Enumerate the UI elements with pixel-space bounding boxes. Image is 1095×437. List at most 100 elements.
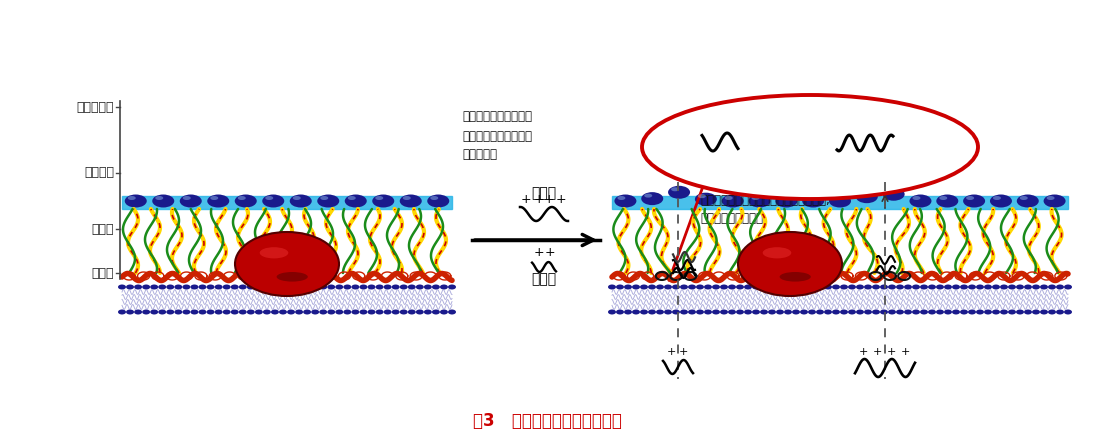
Ellipse shape — [1064, 309, 1072, 315]
Ellipse shape — [776, 309, 784, 315]
Ellipse shape — [424, 284, 431, 289]
Text: +: + — [544, 246, 555, 259]
Ellipse shape — [183, 284, 191, 289]
Ellipse shape — [440, 284, 448, 289]
Ellipse shape — [784, 309, 792, 315]
Ellipse shape — [292, 196, 301, 200]
Ellipse shape — [803, 194, 825, 208]
Text: +: + — [667, 347, 676, 357]
Ellipse shape — [993, 196, 1001, 200]
Ellipse shape — [832, 284, 840, 289]
Ellipse shape — [744, 284, 752, 289]
Ellipse shape — [198, 284, 207, 289]
Ellipse shape — [656, 309, 664, 315]
Ellipse shape — [1047, 196, 1054, 200]
Ellipse shape — [856, 309, 864, 315]
Ellipse shape — [1000, 309, 1008, 315]
Ellipse shape — [265, 196, 274, 200]
Ellipse shape — [721, 284, 728, 289]
Ellipse shape — [632, 284, 639, 289]
Ellipse shape — [671, 187, 679, 191]
Ellipse shape — [744, 309, 752, 315]
Ellipse shape — [142, 284, 150, 289]
Ellipse shape — [896, 284, 904, 289]
Ellipse shape — [207, 194, 229, 208]
Ellipse shape — [688, 309, 696, 315]
Text: 由于静电相互作用导致: 由于静电相互作用导致 — [462, 111, 532, 124]
Ellipse shape — [944, 284, 952, 289]
Ellipse shape — [231, 309, 239, 315]
Ellipse shape — [888, 309, 896, 315]
Ellipse shape — [125, 194, 147, 208]
Text: 细胞膜: 细胞膜 — [92, 267, 114, 280]
Text: 甘露糖蛋白: 甘露糖蛋白 — [77, 101, 114, 114]
Ellipse shape — [287, 284, 295, 289]
Ellipse shape — [936, 284, 944, 289]
Ellipse shape — [134, 309, 142, 315]
Ellipse shape — [231, 284, 239, 289]
Ellipse shape — [262, 194, 285, 208]
Ellipse shape — [944, 309, 952, 315]
Ellipse shape — [760, 284, 768, 289]
Ellipse shape — [1064, 284, 1072, 289]
Ellipse shape — [968, 309, 976, 315]
Ellipse shape — [287, 309, 295, 315]
Ellipse shape — [856, 190, 878, 203]
Ellipse shape — [696, 309, 704, 315]
Ellipse shape — [351, 284, 359, 289]
Ellipse shape — [616, 284, 624, 289]
Ellipse shape — [912, 196, 921, 200]
Ellipse shape — [664, 309, 672, 315]
Ellipse shape — [400, 194, 422, 208]
Text: 细胞膜的破坏从而引起: 细胞膜的破坏从而引起 — [462, 129, 532, 142]
Ellipse shape — [728, 284, 736, 289]
Ellipse shape — [1031, 309, 1040, 315]
Ellipse shape — [608, 309, 616, 315]
Ellipse shape — [152, 194, 174, 208]
Ellipse shape — [155, 196, 163, 200]
Ellipse shape — [632, 309, 639, 315]
Ellipse shape — [263, 284, 270, 289]
Ellipse shape — [736, 284, 744, 289]
Ellipse shape — [624, 284, 632, 289]
Ellipse shape — [448, 309, 456, 315]
Ellipse shape — [964, 194, 986, 208]
Ellipse shape — [816, 309, 825, 315]
Ellipse shape — [320, 309, 327, 315]
Ellipse shape — [695, 193, 717, 206]
Ellipse shape — [207, 284, 215, 289]
Ellipse shape — [672, 309, 680, 315]
Ellipse shape — [888, 284, 896, 289]
Ellipse shape — [680, 284, 688, 289]
Ellipse shape — [222, 284, 231, 289]
Ellipse shape — [784, 284, 792, 289]
Ellipse shape — [180, 194, 201, 208]
Ellipse shape — [210, 196, 218, 200]
Ellipse shape — [430, 196, 438, 200]
Text: +: + — [533, 193, 544, 206]
Ellipse shape — [990, 194, 1012, 208]
Ellipse shape — [150, 309, 158, 315]
Ellipse shape — [407, 309, 416, 315]
Ellipse shape — [664, 284, 672, 289]
Ellipse shape — [920, 284, 927, 289]
Ellipse shape — [403, 196, 411, 200]
Ellipse shape — [345, 194, 367, 208]
Ellipse shape — [927, 284, 936, 289]
Text: 细胞质泄漏: 细胞质泄漏 — [462, 149, 497, 162]
Ellipse shape — [416, 309, 424, 315]
Ellipse shape — [318, 194, 339, 208]
Ellipse shape — [183, 309, 191, 315]
Ellipse shape — [118, 284, 126, 289]
Ellipse shape — [984, 309, 992, 315]
Ellipse shape — [840, 309, 848, 315]
Ellipse shape — [1048, 309, 1056, 315]
Ellipse shape — [290, 194, 312, 208]
Text: +: + — [900, 347, 910, 357]
Ellipse shape — [776, 284, 784, 289]
Ellipse shape — [644, 194, 653, 198]
Ellipse shape — [407, 284, 416, 289]
Ellipse shape — [376, 196, 383, 200]
Ellipse shape — [335, 284, 344, 289]
Ellipse shape — [277, 272, 308, 281]
